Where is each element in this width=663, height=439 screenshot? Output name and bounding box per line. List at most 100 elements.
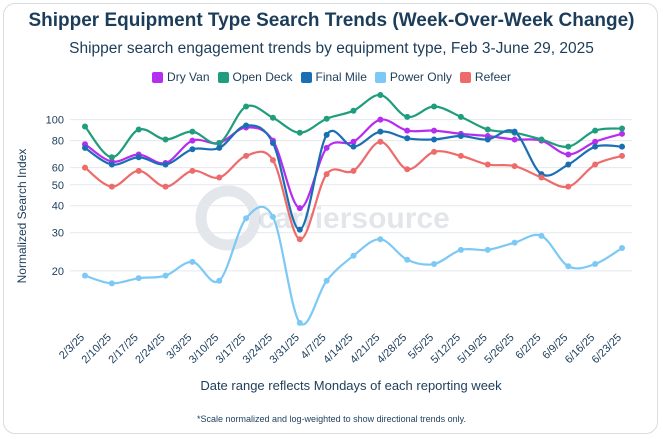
data-point-power-only[interactable] xyxy=(511,239,518,246)
x-tick-label: 6/2/25 xyxy=(513,332,543,362)
data-point-final-mile[interactable] xyxy=(82,144,88,151)
legend-item-power-only[interactable]: Power Only xyxy=(374,70,452,84)
data-point-open-deck[interactable] xyxy=(457,113,464,120)
legend-item-refeer[interactable]: Refeer xyxy=(459,70,511,84)
data-point-power-only[interactable] xyxy=(82,272,88,279)
data-point-dry-van[interactable] xyxy=(592,138,599,145)
data-point-refeer[interactable] xyxy=(162,183,169,190)
data-point-final-mile[interactable] xyxy=(135,154,142,161)
data-point-dry-van[interactable] xyxy=(619,130,625,137)
data-point-power-only[interactable] xyxy=(484,246,491,253)
data-point-refeer[interactable] xyxy=(108,183,115,190)
data-point-refeer[interactable] xyxy=(511,163,518,170)
data-point-refeer[interactable] xyxy=(269,157,276,164)
data-point-final-mile[interactable] xyxy=(108,161,115,168)
data-point-dry-van[interactable] xyxy=(565,151,572,158)
data-point-power-only[interactable] xyxy=(592,261,599,268)
data-point-open-deck[interactable] xyxy=(243,103,250,110)
data-point-refeer[interactable] xyxy=(565,183,572,190)
data-point-power-only[interactable] xyxy=(457,246,464,253)
data-point-power-only[interactable] xyxy=(619,245,625,252)
data-point-power-only[interactable] xyxy=(404,256,411,263)
data-point-refeer[interactable] xyxy=(484,161,491,168)
data-point-power-only[interactable] xyxy=(216,277,223,284)
data-point-dry-van[interactable] xyxy=(377,116,384,123)
data-point-final-mile[interactable] xyxy=(404,135,411,142)
y-axis-label: Normalized Search Index xyxy=(15,149,29,284)
data-point-open-deck[interactable] xyxy=(82,123,88,130)
data-point-refeer[interactable] xyxy=(377,138,384,145)
data-point-dry-van[interactable] xyxy=(404,127,411,134)
data-point-power-only[interactable] xyxy=(243,215,250,222)
data-point-power-only[interactable] xyxy=(269,213,276,220)
data-point-power-only[interactable] xyxy=(538,232,545,239)
legend-item-final-mile[interactable]: Final Mile xyxy=(300,70,367,84)
data-point-power-only[interactable] xyxy=(323,277,330,284)
data-point-final-mile[interactable] xyxy=(323,131,330,138)
data-point-refeer[interactable] xyxy=(189,167,196,174)
legend-item-open-deck[interactable]: Open Deck xyxy=(217,70,293,84)
data-point-final-mile[interactable] xyxy=(619,143,625,150)
data-point-open-deck[interactable] xyxy=(350,107,357,114)
data-point-refeer[interactable] xyxy=(619,152,625,159)
data-point-refeer[interactable] xyxy=(216,174,223,181)
data-point-open-deck[interactable] xyxy=(269,114,276,121)
data-point-dry-van[interactable] xyxy=(511,136,518,143)
data-point-dry-van[interactable] xyxy=(323,144,330,151)
data-point-open-deck[interactable] xyxy=(108,154,115,161)
data-point-open-deck[interactable] xyxy=(162,136,169,143)
data-point-open-deck[interactable] xyxy=(377,92,384,98)
data-point-refeer[interactable] xyxy=(431,148,438,155)
data-point-final-mile[interactable] xyxy=(511,128,518,135)
data-point-dry-van[interactable] xyxy=(431,127,438,134)
data-point-final-mile[interactable] xyxy=(431,136,438,143)
data-point-open-deck[interactable] xyxy=(323,115,330,122)
data-point-open-deck[interactable] xyxy=(404,113,411,120)
data-point-open-deck[interactable] xyxy=(484,126,491,133)
data-point-power-only[interactable] xyxy=(565,263,572,270)
data-point-open-deck[interactable] xyxy=(538,136,545,143)
data-point-open-deck[interactable] xyxy=(592,127,599,134)
legend-item-dry-van[interactable]: Dry Van xyxy=(152,70,210,84)
data-point-power-only[interactable] xyxy=(296,319,303,326)
data-point-final-mile[interactable] xyxy=(484,136,491,143)
data-point-refeer[interactable] xyxy=(538,174,545,181)
data-point-final-mile[interactable] xyxy=(243,122,250,129)
data-point-final-mile[interactable] xyxy=(457,133,464,140)
data-point-power-only[interactable] xyxy=(350,252,357,259)
data-point-refeer[interactable] xyxy=(135,167,142,174)
data-point-open-deck[interactable] xyxy=(135,126,142,133)
data-point-open-deck[interactable] xyxy=(216,139,223,146)
data-point-refeer[interactable] xyxy=(592,161,599,168)
data-point-final-mile[interactable] xyxy=(377,128,384,135)
data-point-final-mile[interactable] xyxy=(269,139,276,146)
data-point-power-only[interactable] xyxy=(162,272,169,279)
data-point-refeer[interactable] xyxy=(323,171,330,178)
data-point-refeer[interactable] xyxy=(457,152,464,159)
data-point-open-deck[interactable] xyxy=(296,129,303,136)
data-point-final-mile[interactable] xyxy=(296,226,303,233)
data-point-refeer[interactable] xyxy=(82,164,88,171)
data-point-power-only[interactable] xyxy=(431,261,438,268)
data-point-open-deck[interactable] xyxy=(565,143,572,150)
data-point-open-deck[interactable] xyxy=(619,125,625,132)
data-point-final-mile[interactable] xyxy=(565,161,572,168)
data-point-power-only[interactable] xyxy=(108,280,115,287)
data-point-open-deck[interactable] xyxy=(431,103,438,110)
data-point-final-mile[interactable] xyxy=(350,143,357,150)
data-point-final-mile[interactable] xyxy=(592,143,599,150)
data-point-power-only[interactable] xyxy=(377,236,384,243)
data-point-final-mile[interactable] xyxy=(162,161,169,168)
data-point-power-only[interactable] xyxy=(135,275,142,282)
data-point-refeer[interactable] xyxy=(296,236,303,243)
data-point-refeer[interactable] xyxy=(350,167,357,174)
data-point-final-mile[interactable] xyxy=(189,146,196,153)
data-point-power-only[interactable] xyxy=(189,258,196,265)
data-point-dry-van[interactable] xyxy=(189,137,196,144)
data-point-dry-van[interactable] xyxy=(296,205,303,212)
data-point-refeer[interactable] xyxy=(404,166,411,173)
data-point-refeer[interactable] xyxy=(243,152,250,159)
data-point-dry-van[interactable] xyxy=(350,138,357,145)
data-point-open-deck[interactable] xyxy=(189,128,196,135)
data-point-final-mile[interactable] xyxy=(216,144,223,151)
